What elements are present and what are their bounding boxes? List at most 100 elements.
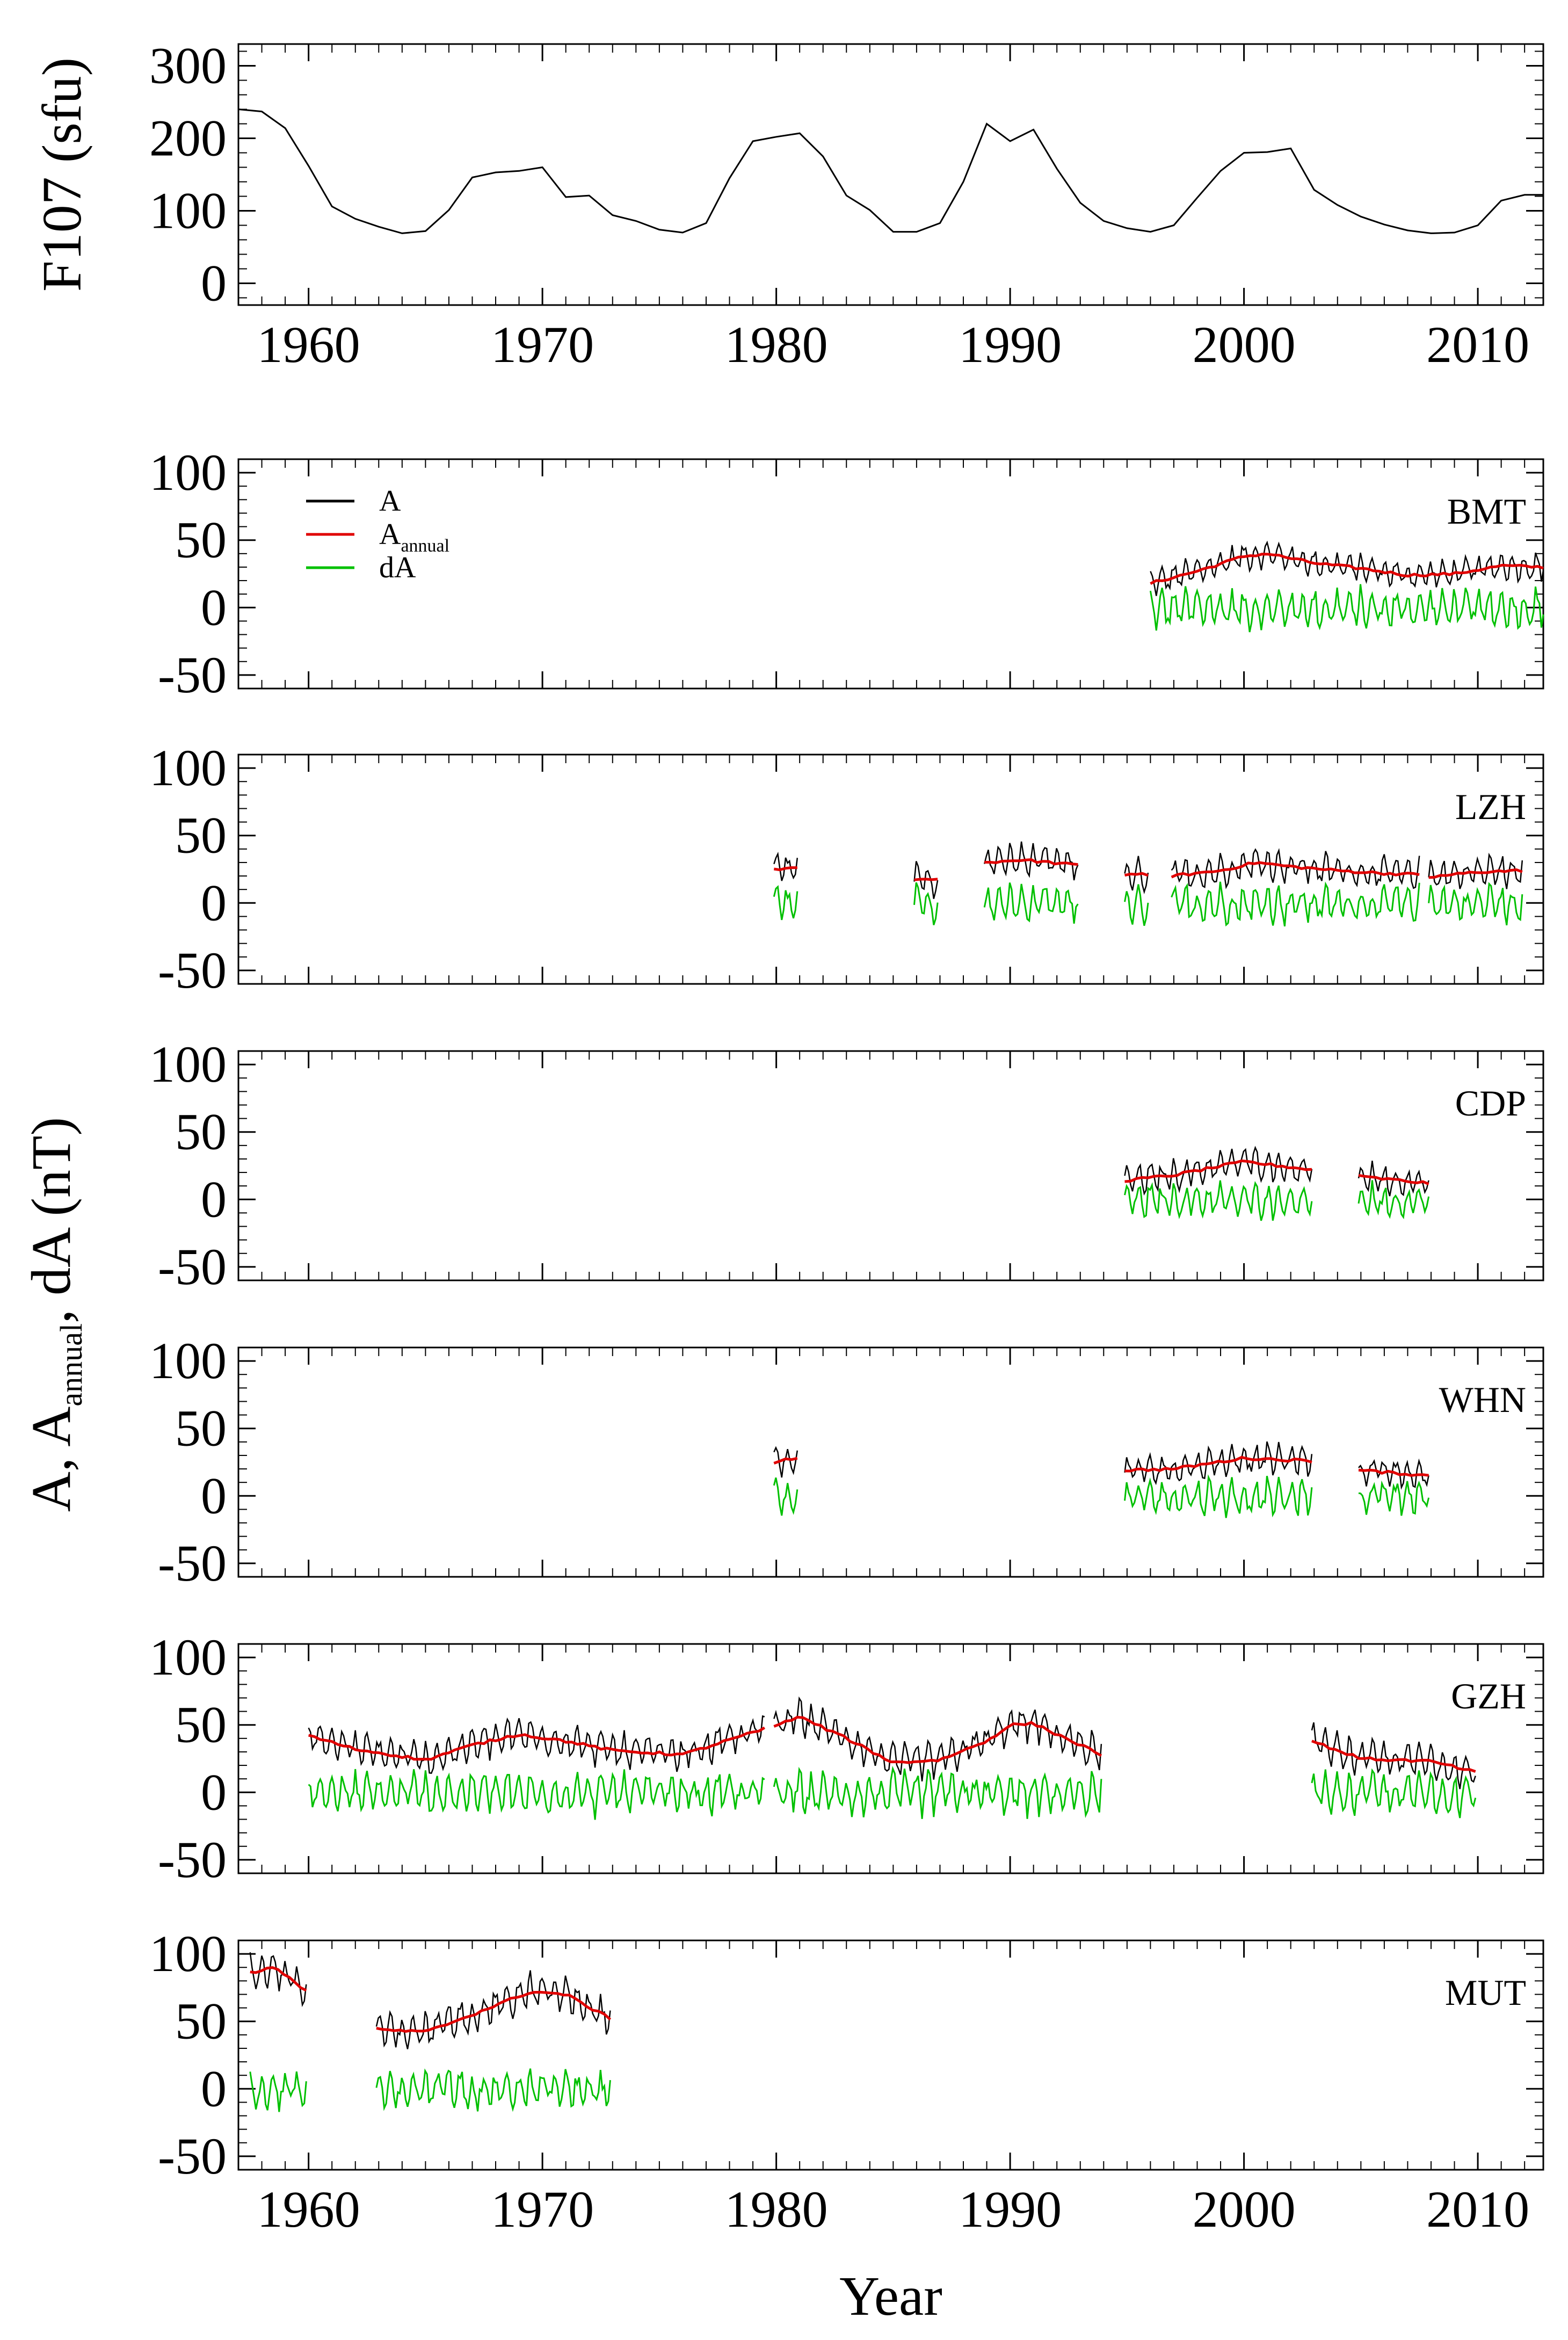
x-tick-label: 2000 xyxy=(1193,316,1296,373)
f107-point xyxy=(589,195,590,196)
y-tick-label: 50 xyxy=(175,511,227,569)
y-tick-label: 50 xyxy=(175,1993,227,2050)
f107-point xyxy=(963,181,964,183)
a-annual-series-line xyxy=(250,1966,307,1992)
y-tick-label: 100 xyxy=(149,739,227,796)
f107-point xyxy=(1337,204,1338,206)
x-tick-label: 1980 xyxy=(725,2180,828,2238)
da-series-line xyxy=(1171,881,1420,927)
plot-frame xyxy=(237,1643,1544,1874)
station-label: GZH xyxy=(1451,1676,1526,1716)
a-annual-series-line xyxy=(773,866,797,872)
da-series-line xyxy=(308,1769,765,1820)
legend-label: A xyxy=(379,484,401,518)
a-annual-series-line xyxy=(308,1726,766,1761)
f107-point xyxy=(1196,197,1198,199)
legend-label: Aannual xyxy=(379,518,449,556)
f107-point xyxy=(402,233,403,234)
f107-point xyxy=(1127,228,1128,229)
f107-point xyxy=(822,156,824,157)
a-annual-series-line xyxy=(773,1715,1102,1764)
a-annual-series-line xyxy=(773,1457,798,1465)
a-annual-series-line xyxy=(1311,1740,1476,1773)
x-tick-label: 1960 xyxy=(257,316,360,373)
y-tick-label: 100 xyxy=(149,1332,227,1389)
x-tick-label: 2010 xyxy=(1426,2180,1529,2238)
a-series-line xyxy=(1124,1441,1313,1486)
y-tick-label: -50 xyxy=(158,1831,227,1888)
y-tick-label: 100 xyxy=(149,1628,227,1686)
y-axis-title: A, Aannual, dA (nT) xyxy=(20,1117,89,1512)
f107-point xyxy=(261,111,263,112)
f107-point xyxy=(1384,224,1385,225)
f107-point xyxy=(238,108,239,110)
f107-point xyxy=(542,166,543,168)
y-tick-label: 50 xyxy=(175,1696,227,1754)
a-annual-series-line xyxy=(1124,1159,1312,1183)
x-tick-label: 1960 xyxy=(257,2180,360,2238)
da-series-line xyxy=(983,882,1079,924)
f107-point xyxy=(775,136,777,137)
f107-point xyxy=(354,218,356,220)
plot-frame xyxy=(237,458,1544,690)
a-annual-series-line xyxy=(1428,868,1523,879)
a-series-line xyxy=(1311,1722,1476,1790)
plot-frame xyxy=(237,1939,1544,2171)
y-tick-label: 0 xyxy=(201,874,227,931)
x-tick-label: 1970 xyxy=(491,316,594,373)
da-series-line xyxy=(773,1477,798,1516)
da-series-line xyxy=(1358,1180,1430,1220)
f107-series-line xyxy=(238,108,1543,234)
f107-point xyxy=(471,177,473,178)
f107-point xyxy=(331,206,332,207)
y-tick-label: 0 xyxy=(201,255,227,312)
f107-point xyxy=(1500,200,1502,201)
y-tick-label: 100 xyxy=(149,1925,227,1982)
da-series-line xyxy=(1428,882,1523,925)
f107-point xyxy=(1431,233,1432,234)
f107-point xyxy=(1477,224,1478,226)
f107-point xyxy=(706,222,707,224)
f107-point xyxy=(1543,194,1544,195)
a-series-line xyxy=(1171,847,1420,889)
a-annual-series-line xyxy=(914,878,938,881)
a-series-line xyxy=(1124,1146,1313,1196)
f107-point xyxy=(378,226,380,228)
f107-point xyxy=(1010,141,1011,142)
a-series-line xyxy=(1428,852,1523,889)
panel-f107: 300 200 100 0 xyxy=(149,37,1544,312)
da-series-line xyxy=(375,2068,611,2112)
station-label: WHN xyxy=(1439,1379,1526,1420)
x-tick-label: 1970 xyxy=(491,2180,594,2238)
f107-point xyxy=(1454,232,1455,233)
x-tick-label: 1990 xyxy=(959,316,1062,373)
f107-point xyxy=(1313,189,1315,191)
f107-point xyxy=(869,209,870,211)
f107-point xyxy=(635,220,637,222)
f107-point xyxy=(285,127,286,129)
a-annual-series-line xyxy=(1171,861,1420,879)
f107-point xyxy=(939,222,941,224)
f107-point xyxy=(308,165,309,166)
f107-point xyxy=(612,214,613,216)
y-tick-label: 100 xyxy=(149,1035,227,1093)
f107-point xyxy=(1290,148,1291,149)
station-label: MUT xyxy=(1445,1972,1526,2013)
y-tick-label: 100 xyxy=(149,444,227,501)
x-tick-label: 2010 xyxy=(1426,316,1529,373)
panel-cdp: 100 50 0 -50 CDP xyxy=(149,1035,1544,1295)
da-series-line xyxy=(913,882,939,925)
da-series-line xyxy=(1124,1474,1313,1518)
a-series-line xyxy=(1124,856,1149,895)
a-series-line xyxy=(773,1696,1102,1781)
da-series-line xyxy=(1358,1480,1430,1516)
f107-point xyxy=(846,195,847,196)
plot-frame xyxy=(237,43,1544,306)
x-tick-label: 1980 xyxy=(725,316,828,373)
y-tick-label: 200 xyxy=(149,110,227,167)
f107-point xyxy=(1524,194,1525,195)
station-label: BMT xyxy=(1447,491,1526,532)
da-series-line xyxy=(249,2071,307,2112)
